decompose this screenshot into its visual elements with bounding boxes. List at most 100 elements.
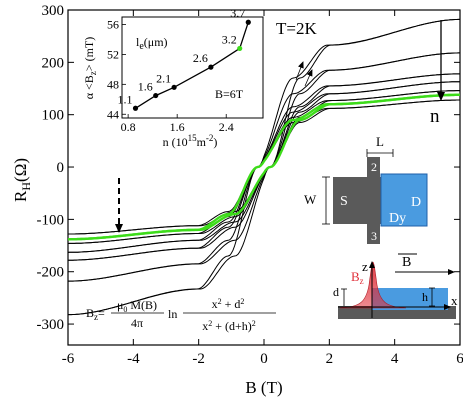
main-y-axis-label: RH(Ω)	[11, 158, 33, 202]
inset-y-tick-label: 44	[107, 107, 119, 121]
inset-y-tick-label: 48	[107, 77, 119, 91]
inset-point-label: 1.6	[138, 80, 153, 94]
x-tick-label: 6	[456, 351, 463, 367]
inset-point-label: 1.1	[117, 92, 132, 106]
inset-points	[132, 19, 251, 111]
formula-ln: ln	[168, 307, 177, 321]
main-y-axis-label-sub: H	[19, 182, 33, 191]
inset-y-label-main: α <B	[82, 75, 96, 99]
profile-x-label: x	[451, 293, 458, 308]
schematic-source	[333, 177, 380, 224]
profile-field-label: B	[402, 255, 411, 270]
inset-legend-sub: e	[139, 41, 144, 52]
profile-magnet-block	[372, 288, 448, 310]
y-tick-label: -200	[37, 265, 65, 281]
inset-y-tick-label: 56	[107, 17, 119, 31]
inset-x-tick-label: 2.4	[219, 120, 234, 134]
inset-y-tick-label: 52	[107, 47, 119, 61]
inset-legend-main: l	[136, 35, 140, 49]
sweep-arrow-upper	[295, 61, 304, 81]
y-tick-label: 100	[42, 108, 65, 124]
y-tick-label: -300	[37, 317, 65, 333]
inset-data-point	[153, 92, 159, 99]
inset-y-label-tail: > (mT)	[82, 37, 96, 71]
formula-f2d-sup2: 2	[252, 319, 256, 328]
formula-equals: =	[98, 306, 105, 320]
n-arrow-label: n	[430, 106, 440, 127]
main-ticks: -6 -4 -2 0 2 4 6 -300 -200 -100 0 100 200 300	[37, 3, 463, 367]
profile-bz-main: B	[351, 269, 360, 284]
formula-lhs: Bz=	[86, 306, 105, 322]
main-y-axis-label-main: R	[11, 190, 30, 202]
y-tick-label: 200	[42, 55, 65, 71]
formula-f2n-sup: 2	[218, 297, 222, 306]
formula-num-main: μ	[117, 298, 123, 312]
inset-data-point	[132, 105, 139, 111]
profile-h-label: h	[422, 290, 428, 304]
schematic-W-label: W	[304, 192, 317, 207]
schematic-probe-3-label: 3	[371, 229, 377, 243]
inset-point-label: 3.2	[222, 32, 237, 46]
schematic-dy-layer	[380, 173, 428, 227]
formula-num-sub: 0	[123, 305, 127, 314]
formula-f2n-x: x	[212, 297, 218, 311]
inset-point-label: 2.1	[156, 71, 171, 85]
inset-x-label-sup: 15	[188, 133, 198, 143]
formula-f2d-tail: + (d+h)	[212, 319, 252, 333]
inset-data-line	[135, 21, 249, 109]
inset-background	[121, 16, 264, 119]
inset-x-label-sup2: -2	[206, 133, 214, 143]
schematic-L-label: L	[376, 134, 384, 149]
inset-y-axis-label: α <Bz> (mT)	[82, 37, 98, 100]
x-tick-label: -4	[127, 351, 140, 367]
inset-data-point	[245, 19, 251, 25]
x-tick-label: -2	[192, 351, 205, 367]
hall-curve	[68, 52, 460, 282]
inset-field-label: B=6T	[215, 87, 244, 101]
temperature-label: T=2K	[276, 19, 317, 38]
schematic-D-label: D	[411, 195, 421, 210]
formula-lhs-sub: z	[94, 312, 98, 322]
y-tick-label: 0	[57, 160, 65, 176]
formula-f2n-sup2: 2	[240, 297, 244, 306]
schematic-S-label: S	[340, 194, 348, 209]
inset-data-point	[171, 84, 177, 90]
profile-d-label: d	[333, 285, 339, 299]
profile-bz-label: Bz	[351, 269, 364, 286]
main-x-axis-label: B (T)	[245, 378, 282, 397]
inset-legend-tail: (μm)	[144, 35, 168, 49]
sweep-arrow-lower	[304, 69, 313, 87]
inset-x-tick-label: 0.8	[121, 120, 136, 134]
formula-f2d-x: x	[202, 319, 208, 333]
x-tick-label: 4	[391, 351, 399, 367]
inset-y-label-sub: z	[88, 71, 98, 75]
inset-x-label-end: )	[213, 135, 217, 149]
inset-point-label: 2.6	[193, 51, 208, 65]
inset-x-tick-label: 1.6	[170, 120, 185, 134]
x-tick-label: -6	[62, 351, 75, 367]
y-tick-label: 300	[42, 3, 65, 19]
formula-numerator: μ0 M(B)	[117, 298, 157, 314]
formula-lhs-main: B	[86, 306, 94, 320]
schematic-probe-2-label: 2	[371, 160, 377, 174]
formula-frac2-den: x2 + (d+h)2	[202, 319, 256, 333]
inset-legend: le(μm)	[136, 35, 168, 52]
formula-denominator: 4π	[131, 316, 143, 330]
formula-frac2-num: x2 + d2	[212, 297, 245, 311]
bz-formula: Bz= μ0 M(B) 4π ln x2 + d2 x2 + (d+h)2	[86, 297, 276, 333]
profile-z-label: z	[362, 259, 368, 274]
inset-line	[135, 21, 249, 109]
inset-data-point	[208, 64, 214, 70]
formula-f2n-tail: + d	[222, 297, 241, 311]
formula-num-tail: M(B)	[127, 298, 157, 312]
main-y-axis-label-unit: (Ω)	[11, 158, 30, 182]
inset-ticks: 0.8 1.6 2.4 44 48 52 56	[107, 17, 234, 134]
field-profile-diagram: z x Bz B d h	[333, 253, 458, 319]
profile-bz-sub: z	[360, 276, 364, 286]
formula-f2d-sup: 2	[208, 319, 212, 328]
inset-highlighted-point	[237, 45, 243, 52]
inset-x-axis-label: n (1015m-2)	[163, 133, 218, 149]
